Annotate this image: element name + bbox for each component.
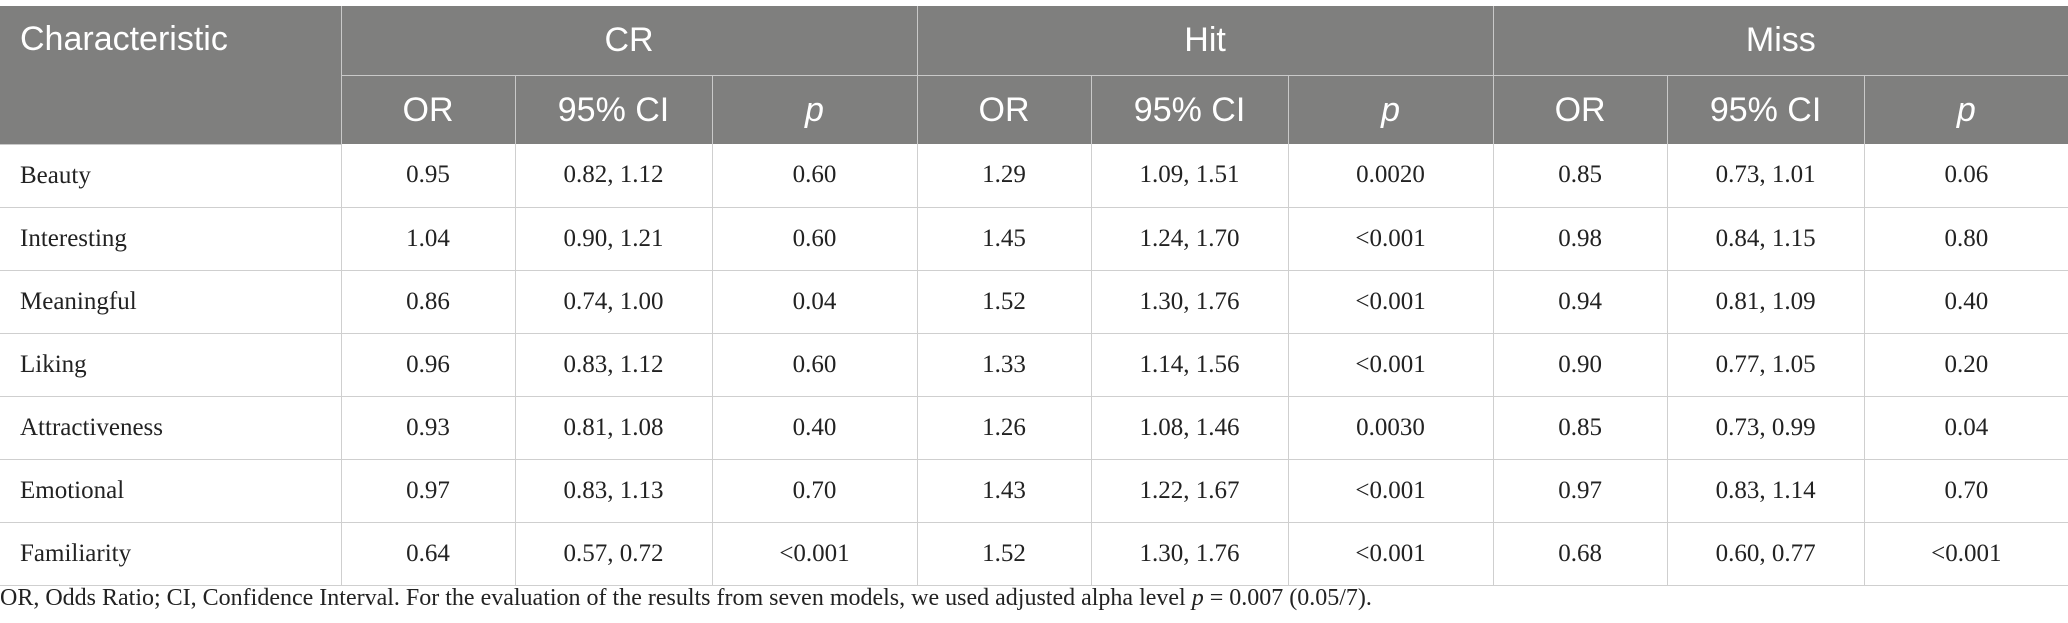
group-header-miss: Miss bbox=[1493, 6, 2068, 76]
table-row: Interesting 1.04 0.90, 1.21 0.60 1.45 1.24, 1… bbox=[0, 207, 2068, 271]
hit-ci-cell: 1.30, 1.76 bbox=[1091, 270, 1289, 334]
miss-p-cell: 0.40 bbox=[1864, 270, 2068, 334]
hit-p-header: p bbox=[1288, 75, 1494, 144]
miss-ci-cell: 0.73, 1.01 bbox=[1667, 144, 1865, 208]
cr-ci-cell: 0.57, 0.72 bbox=[515, 522, 713, 586]
miss-or-cell: 0.90 bbox=[1493, 333, 1668, 397]
odds-ratio-table: Characteristic CR Hit Miss OR 95% CI p O… bbox=[0, 6, 2068, 586]
cr-p-cell: 0.60 bbox=[712, 144, 918, 208]
miss-p-cell: 0.04 bbox=[1864, 396, 2068, 460]
hit-ci-cell: 1.09, 1.51 bbox=[1091, 144, 1289, 208]
table-footnote: OR, Odds Ratio; CI, Confidence Interval.… bbox=[0, 585, 1372, 612]
hit-p-cell: <0.001 bbox=[1288, 459, 1494, 523]
hit-p-cell: <0.001 bbox=[1288, 333, 1494, 397]
hit-or-header: OR bbox=[917, 75, 1092, 144]
characteristic-cell: Liking bbox=[0, 333, 342, 397]
miss-ci-cell: 0.83, 1.14 bbox=[1667, 459, 1865, 523]
miss-p-cell: 0.70 bbox=[1864, 459, 2068, 523]
hit-ci-cell: 1.14, 1.56 bbox=[1091, 333, 1289, 397]
cr-p-cell: 0.70 bbox=[712, 459, 918, 523]
footnote-p-symbol: p bbox=[1191, 585, 1204, 611]
table-row: Beauty 0.95 0.82, 1.12 0.60 1.29 1.09, 1.51 0.… bbox=[0, 144, 2068, 208]
miss-p-cell: <0.001 bbox=[1864, 522, 2068, 586]
cr-or-cell: 0.93 bbox=[341, 396, 516, 460]
cr-or-cell: 0.86 bbox=[341, 270, 516, 334]
hit-p-cell: 0.0020 bbox=[1288, 144, 1494, 208]
footnote-text-end: = 0.007 (0.05/7). bbox=[1203, 585, 1372, 611]
cr-p-cell: 0.60 bbox=[712, 333, 918, 397]
miss-or-cell: 0.98 bbox=[1493, 207, 1668, 271]
cr-ci-cell: 0.82, 1.12 bbox=[515, 144, 713, 208]
footnote-text: OR, Odds Ratio; CI, Confidence Interval.… bbox=[0, 585, 1192, 611]
miss-p-header: p bbox=[1864, 75, 2068, 144]
hit-or-cell: 1.43 bbox=[917, 459, 1092, 523]
hit-ci-cell: 1.24, 1.70 bbox=[1091, 207, 1289, 271]
group-header-hit: Hit bbox=[917, 6, 1494, 76]
cr-p-cell: 0.40 bbox=[712, 396, 918, 460]
cr-or-cell: 0.97 bbox=[341, 459, 516, 523]
cr-p-header: p bbox=[712, 75, 918, 144]
hit-or-cell: 1.29 bbox=[917, 144, 1092, 208]
cr-ci-cell: 0.81, 1.08 bbox=[515, 396, 713, 460]
miss-or-cell: 0.85 bbox=[1493, 144, 1668, 208]
results-table-wrapper: Characteristic CR Hit Miss OR 95% CI p O… bbox=[0, 6, 2068, 586]
hit-p-cell: 0.0030 bbox=[1288, 396, 1494, 460]
cr-p-cell: 0.60 bbox=[712, 207, 918, 271]
characteristic-cell: Beauty bbox=[0, 144, 342, 208]
cr-ci-cell: 0.83, 1.13 bbox=[515, 459, 713, 523]
miss-p-cell: 0.06 bbox=[1864, 144, 2068, 208]
table-body: Beauty 0.95 0.82, 1.12 0.60 1.29 1.09, 1.51 0.… bbox=[0, 144, 2068, 586]
cr-or-cell: 0.96 bbox=[341, 333, 516, 397]
table-row: Emotional 0.97 0.83, 1.13 0.70 1.43 1.22, 1.6… bbox=[0, 459, 2068, 523]
miss-or-cell: 0.94 bbox=[1493, 270, 1668, 334]
cr-p-cell: <0.001 bbox=[712, 522, 918, 586]
miss-ci-cell: 0.81, 1.09 bbox=[1667, 270, 1865, 334]
cr-or-header: OR bbox=[341, 75, 516, 144]
cr-p-cell: 0.04 bbox=[712, 270, 918, 334]
hit-or-cell: 1.52 bbox=[917, 522, 1092, 586]
characteristic-header: Characteristic bbox=[0, 6, 342, 145]
cr-ci-cell: 0.74, 1.00 bbox=[515, 270, 713, 334]
hit-ci-header: 95% CI bbox=[1091, 75, 1289, 144]
characteristic-cell: Attractiveness bbox=[0, 396, 342, 460]
miss-ci-header: 95% CI bbox=[1667, 75, 1865, 144]
characteristic-cell: Familiarity bbox=[0, 522, 342, 586]
hit-or-cell: 1.26 bbox=[917, 396, 1092, 460]
hit-p-cell: <0.001 bbox=[1288, 207, 1494, 271]
miss-or-cell: 0.68 bbox=[1493, 522, 1668, 586]
cr-or-cell: 0.95 bbox=[341, 144, 516, 208]
table-row: Meaningful 0.86 0.74, 1.00 0.04 1.52 1.30, 1.… bbox=[0, 270, 2068, 334]
characteristic-cell: Meaningful bbox=[0, 270, 342, 334]
cr-or-cell: 1.04 bbox=[341, 207, 516, 271]
cr-or-cell: 0.64 bbox=[341, 522, 516, 586]
hit-or-cell: 1.45 bbox=[917, 207, 1092, 271]
cr-ci-cell: 0.90, 1.21 bbox=[515, 207, 713, 271]
table-row: Familiarity 0.64 0.57, 0.72 <0.001 1.52 1.30,… bbox=[0, 522, 2068, 586]
miss-or-cell: 0.97 bbox=[1493, 459, 1668, 523]
characteristic-cell: Emotional bbox=[0, 459, 342, 523]
miss-p-cell: 0.20 bbox=[1864, 333, 2068, 397]
miss-ci-cell: 0.60, 0.77 bbox=[1667, 522, 1865, 586]
miss-ci-cell: 0.84, 1.15 bbox=[1667, 207, 1865, 271]
characteristic-cell: Interesting bbox=[0, 207, 342, 271]
hit-or-cell: 1.52 bbox=[917, 270, 1092, 334]
table-row: Attractiveness 0.93 0.81, 1.08 0.40 1.26 1.08… bbox=[0, 396, 2068, 460]
hit-p-cell: <0.001 bbox=[1288, 270, 1494, 334]
miss-ci-cell: 0.77, 1.05 bbox=[1667, 333, 1865, 397]
hit-or-cell: 1.33 bbox=[917, 333, 1092, 397]
hit-ci-cell: 1.22, 1.67 bbox=[1091, 459, 1289, 523]
miss-p-cell: 0.80 bbox=[1864, 207, 2068, 271]
miss-or-cell: 0.85 bbox=[1493, 396, 1668, 460]
hit-ci-cell: 1.08, 1.46 bbox=[1091, 396, 1289, 460]
miss-ci-cell: 0.73, 0.99 bbox=[1667, 396, 1865, 460]
table-row: Liking 0.96 0.83, 1.12 0.60 1.33 1.14, 1.56 <0… bbox=[0, 333, 2068, 397]
cr-ci-header: 95% CI bbox=[515, 75, 713, 144]
group-header-cr: CR bbox=[341, 6, 918, 76]
miss-or-header: OR bbox=[1493, 75, 1668, 144]
hit-p-cell: <0.001 bbox=[1288, 522, 1494, 586]
cr-ci-cell: 0.83, 1.12 bbox=[515, 333, 713, 397]
hit-ci-cell: 1.30, 1.76 bbox=[1091, 522, 1289, 586]
